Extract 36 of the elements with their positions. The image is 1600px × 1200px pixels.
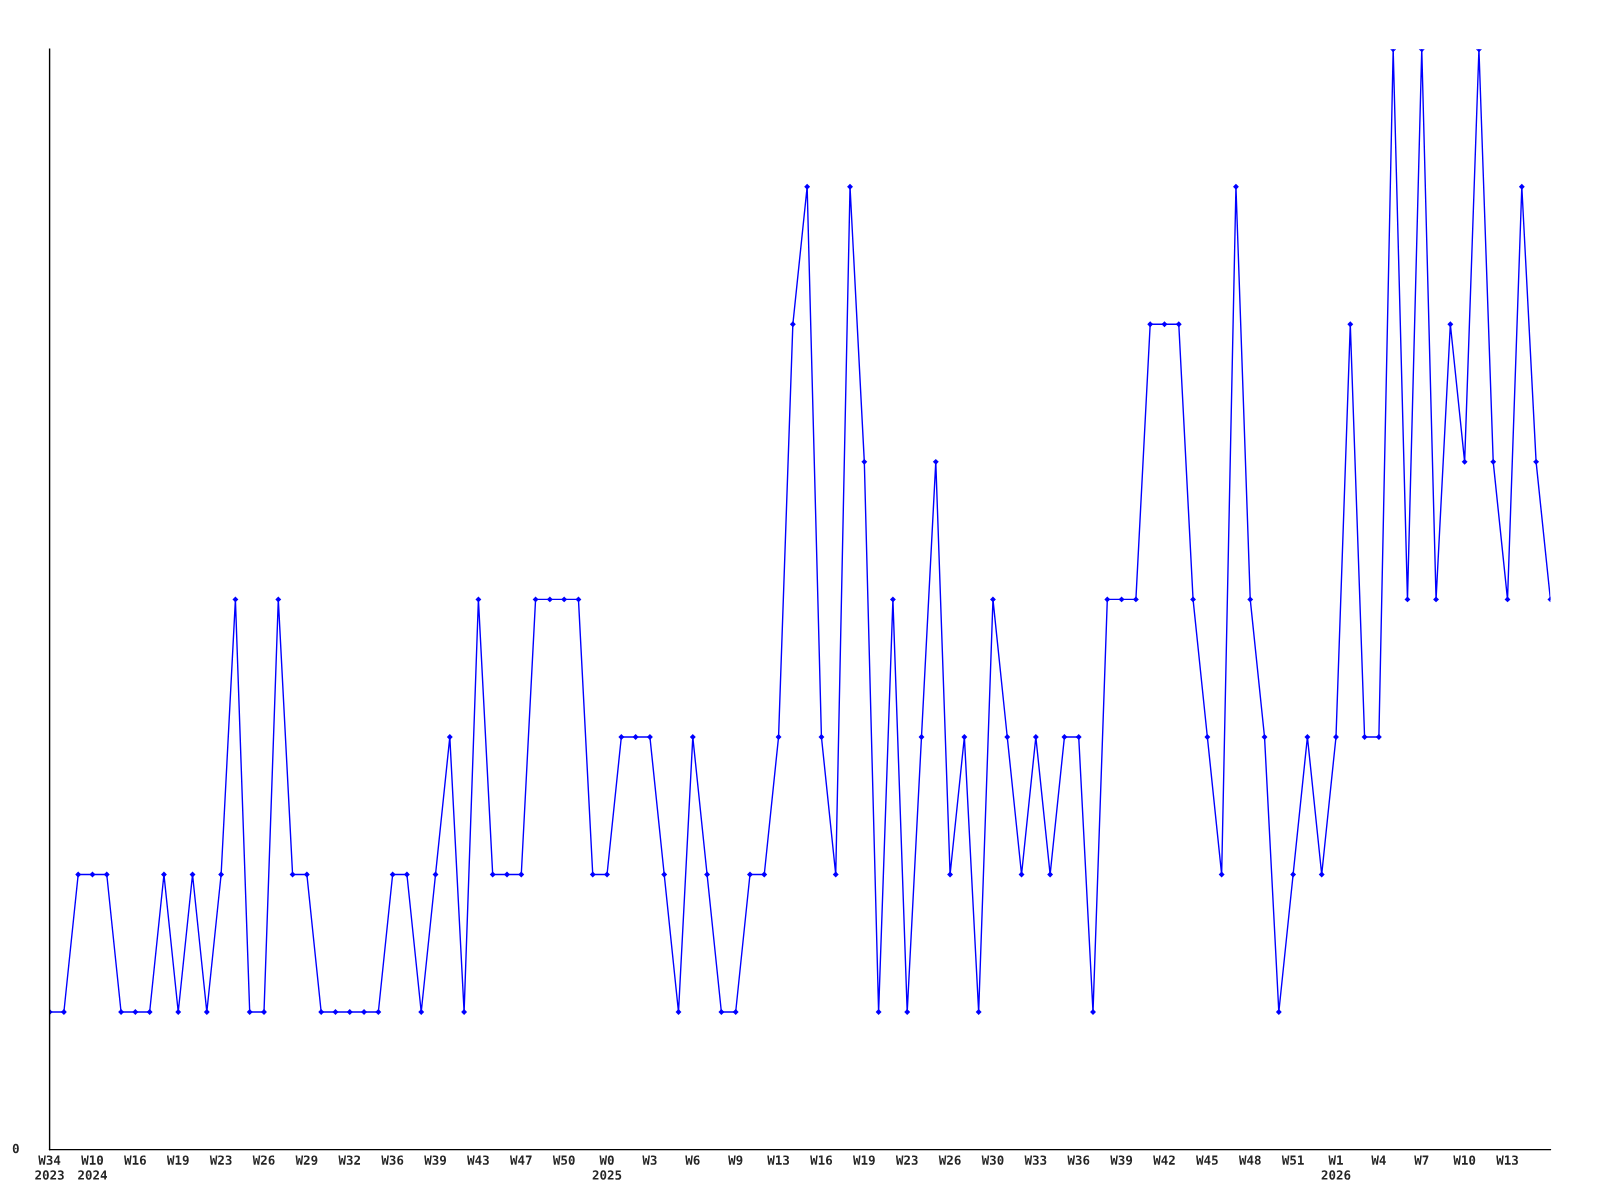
x-tick-label: W23	[895, 1155, 918, 1165]
text: 0	[12, 1143, 19, 1154]
x-tick-label: W16	[810, 1155, 833, 1165]
x-tick-label: W48	[1238, 1155, 1261, 1165]
x-tick-label: W30	[981, 1155, 1004, 1165]
x-tick-label: W36	[1067, 1155, 1090, 1165]
x-tick-label: W1 2026	[1321, 1155, 1351, 1180]
x-tick-label: W47	[509, 1155, 532, 1165]
x-tick-label: W50	[552, 1155, 575, 1165]
x-tick-label: W6	[685, 1155, 700, 1165]
x-tick-label: W3	[642, 1155, 657, 1165]
x-tick-label: W43	[467, 1155, 489, 1165]
x-tick-label: W39	[424, 1155, 447, 1165]
x-tick-label: W19	[853, 1155, 875, 1165]
x-tick-label: W26	[252, 1155, 275, 1165]
x-tick-label: W7	[1414, 1155, 1429, 1165]
x-tick-label: W23	[209, 1155, 232, 1165]
x-tick-label: W51	[1281, 1155, 1304, 1165]
x-tick-label: W34 2023	[35, 1155, 64, 1180]
x-tick-label: W33	[1024, 1155, 1047, 1165]
x-tick-label: W19	[166, 1155, 189, 1165]
x-tick-label: W13	[767, 1155, 790, 1165]
x-tick-label: W36	[381, 1155, 404, 1165]
x-tick-label: W0 2025	[592, 1155, 622, 1180]
x-tick-label: W13	[1496, 1155, 1518, 1165]
x-tick-label: W39	[1110, 1155, 1133, 1165]
x-tick-label: W10	[1453, 1155, 1476, 1165]
x-tick-label: W45	[1196, 1155, 1218, 1165]
x-tick-label: W42	[1153, 1155, 1175, 1165]
x-tick-label: W16	[124, 1155, 146, 1165]
x-tick-label: W29	[295, 1155, 318, 1165]
x-tick-label: W9	[728, 1155, 743, 1165]
x-tick-label: W32	[338, 1155, 361, 1165]
x-tick-label: W10 2024	[78, 1155, 107, 1180]
x-tick-label: W4	[1371, 1155, 1386, 1165]
x-tick-label: W26	[938, 1155, 961, 1165]
